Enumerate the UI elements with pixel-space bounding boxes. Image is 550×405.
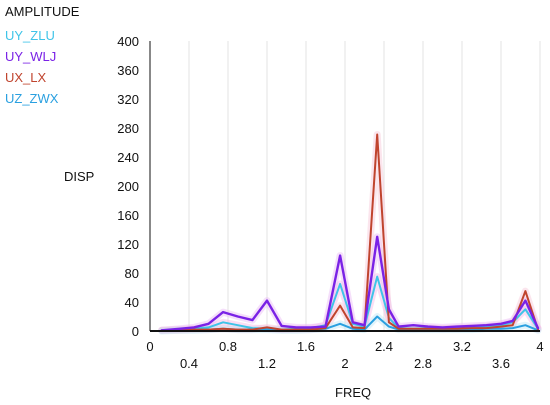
- x-tick-label: 4: [536, 339, 543, 354]
- y-tick-label: 320: [117, 92, 139, 107]
- y-tick-label: 120: [117, 237, 139, 252]
- x-tick-label: 0: [146, 339, 153, 354]
- series-line-ux-lx: [160, 133, 539, 332]
- x-tick-label: 0.8: [219, 339, 237, 354]
- legend: UY_ZLU UY_WLJ UX_LX UZ_ZWX: [5, 28, 59, 106]
- y-tick-label: 240: [117, 150, 139, 165]
- series-line-uy-wlj: [160, 235, 540, 332]
- legend-entry-ux-lx: UX_LX: [5, 70, 47, 85]
- y-tick-label: 160: [117, 208, 139, 223]
- x-axis-label: FREQ: [335, 385, 371, 400]
- series-lines: [160, 133, 540, 332]
- x-tick-label: 3.2: [453, 339, 471, 354]
- y-tick-label: 200: [117, 179, 139, 194]
- y-tick-label: 80: [125, 266, 139, 281]
- x-tick-label: 1.2: [258, 356, 276, 371]
- grid: [188, 41, 541, 331]
- legend-entry-uy-zlu: UY_ZLU: [5, 28, 55, 43]
- x-tick-label: 3.6: [492, 356, 510, 371]
- y-tick-label: 280: [117, 121, 139, 136]
- y-tick-label: 360: [117, 63, 139, 78]
- x-tick-label: 2.4: [375, 339, 393, 354]
- y-tick-label: 40: [125, 295, 139, 310]
- legend-entry-uy-wlj: UY_WLJ: [5, 49, 56, 64]
- legend-entry-uz-zwx: UZ_ZWX: [5, 91, 59, 106]
- y-tick-label: 0: [132, 324, 139, 339]
- x-tick-label: 1.6: [297, 339, 315, 354]
- y-tick-labels: 0 40 80 120 160 200 240 280 320 360 400: [117, 34, 139, 339]
- x-tick-label: 2.8: [414, 356, 432, 371]
- y-tick-label: 400: [117, 34, 139, 49]
- y-axis-label: DISP: [64, 169, 94, 184]
- chart-title: AMPLITUDE: [5, 4, 80, 19]
- series-line-uy-zlu: [160, 275, 539, 332]
- x-tick-label: 0.4: [180, 356, 198, 371]
- x-tick-label: 2: [341, 356, 348, 371]
- x-tick-labels: 0 0.8 1.6 2.4 3.2 4 0.4 1.2 2 2.8 3.6: [146, 339, 543, 371]
